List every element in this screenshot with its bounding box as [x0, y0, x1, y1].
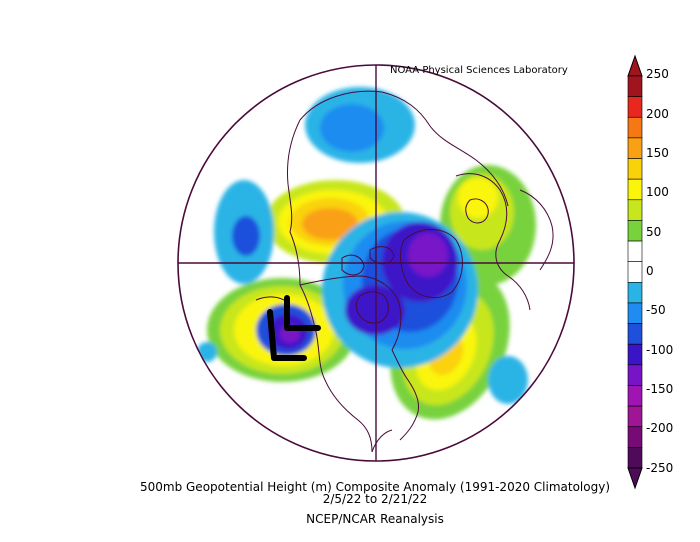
- colorbar-box: [627, 75, 643, 97]
- low-annotation: [267, 295, 321, 361]
- caption-line-3: NCEP/NCAR Reanalysis: [306, 512, 444, 526]
- colorbar-box: [627, 282, 643, 304]
- anomaly-field: [197, 87, 536, 420]
- colorbar-label-neg50: -50: [646, 303, 666, 317]
- map-boundaries: [177, 64, 575, 462]
- colorbar-label-neg100: -100: [646, 343, 674, 357]
- colorbar-box: [627, 405, 643, 428]
- colorbar-label-50: 50: [646, 225, 662, 239]
- colorbar-box: [627, 96, 643, 118]
- colorbar-label-100: 100: [646, 185, 669, 199]
- colorbar-box: [627, 178, 643, 201]
- colorbar-label-250: 250: [646, 67, 669, 81]
- caption-line-1: 500mb Geopotential Height (m) Composite …: [139, 480, 610, 494]
- colorbar-box: [627, 199, 643, 221]
- colorbar-box: [627, 240, 643, 262]
- colorbar-box: [627, 220, 643, 242]
- polar-map: [178, 65, 574, 461]
- colorbar-label-neg250: -250: [646, 461, 674, 475]
- credit-text: NOAA Physical Sciences Laboratory: [390, 65, 568, 76]
- colorbar-label-neg200: -200: [646, 421, 674, 435]
- colorbar-box: [627, 447, 643, 469]
- colorbar-box: [627, 323, 643, 345]
- colorbar-box: [627, 158, 643, 180]
- colorbar-label-200: 200: [646, 107, 669, 121]
- colorbar-label-neg150: -150: [646, 382, 674, 396]
- colorbar-box: [627, 261, 643, 283]
- colorbar-label-0: 0: [646, 264, 654, 278]
- colorbar-box: [627, 343, 643, 366]
- colorbar-box: [627, 302, 643, 324]
- colorbar-box: [627, 364, 643, 386]
- colorbar-box: [627, 137, 643, 159]
- caption-line-2: 2/5/22 to 2/21/22: [322, 492, 428, 506]
- colorbar-box: [627, 116, 643, 139]
- colorbar-label-150: 150: [646, 146, 669, 160]
- colorbar-box: [627, 385, 643, 407]
- colorbar-box: [627, 426, 643, 448]
- colorbar: [627, 54, 643, 490]
